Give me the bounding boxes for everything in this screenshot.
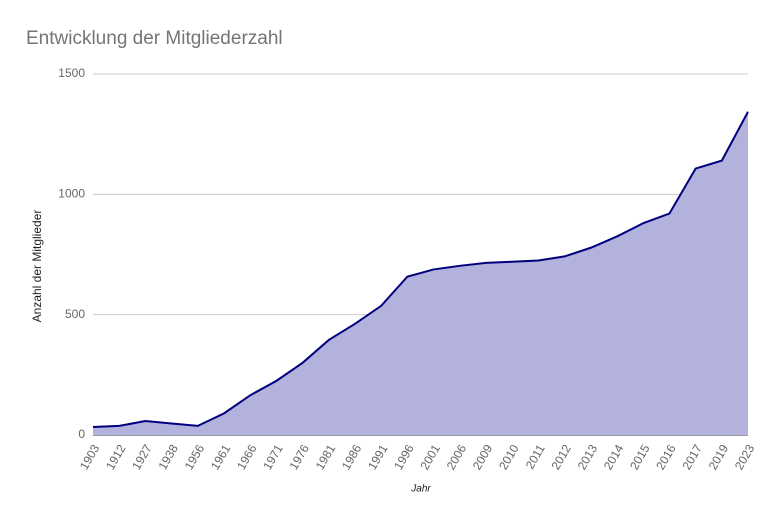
- x-tick-label: 2017: [679, 442, 705, 472]
- x-tick-label: 2006: [444, 442, 470, 472]
- x-tick-label: 2011: [523, 442, 548, 472]
- x-tick-label: 2012: [548, 442, 574, 472]
- x-tick-label: 2023: [732, 442, 758, 472]
- y-tick-label: 0: [78, 427, 85, 441]
- x-tick-label: 1927: [129, 442, 155, 472]
- x-tick-label: 1912: [103, 442, 129, 472]
- x-tick-label: 2013: [575, 442, 601, 472]
- y-tick-label: 1000: [58, 187, 85, 201]
- x-axis-title: Jahr: [410, 484, 431, 495]
- x-tick-label: 1986: [339, 442, 365, 472]
- x-tick-label: 1981: [313, 442, 339, 472]
- x-tick-label: 2009: [470, 442, 496, 472]
- x-tick-label: 1991: [365, 442, 391, 472]
- x-tick-label: 2001: [417, 442, 443, 472]
- x-tick-label: 2010: [496, 442, 522, 472]
- x-tick-label: 1961: [208, 442, 234, 472]
- x-tick-label: 2014: [601, 442, 627, 472]
- x-tick-label: 1976: [286, 442, 312, 472]
- x-tick-label: 1971: [260, 442, 286, 472]
- x-tick-label: 1956: [182, 442, 208, 472]
- chart-title: Entwicklung der Mitgliederzahl: [26, 28, 283, 49]
- x-tick-label: 2015: [627, 442, 653, 472]
- x-tick-label: 1966: [234, 442, 260, 472]
- y-tick-label: 1500: [58, 66, 85, 80]
- line: [92, 111, 749, 429]
- x-tick-label: 1903: [77, 442, 103, 472]
- y-tick-label: 500: [65, 307, 85, 321]
- x-tick-label: 1996: [391, 442, 417, 472]
- x-tick-label: 2019: [706, 442, 732, 472]
- x-tick-label: 1938: [155, 442, 181, 472]
- y-axis-title: Anzahl der Mitglieder: [30, 210, 44, 323]
- x-tick-label: 2016: [653, 442, 679, 472]
